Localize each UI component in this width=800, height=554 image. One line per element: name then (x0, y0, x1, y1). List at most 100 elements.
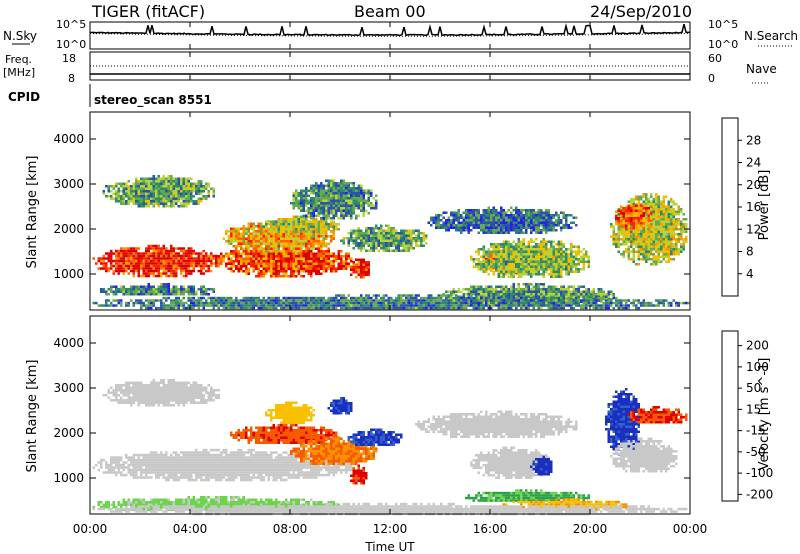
heatmap-cell (247, 245, 250, 248)
heatmap-cell (657, 240, 660, 243)
heatmap-cell (630, 250, 633, 253)
heatmap-cell (277, 232, 280, 235)
heatmap-cell (645, 195, 648, 198)
heatmap-cell (637, 238, 640, 241)
heatmap-cell (142, 185, 145, 188)
heatmap-cell (247, 299, 250, 302)
heatmap-cell (397, 234, 400, 237)
heatmap-cell (672, 213, 675, 216)
heatmap-cell (402, 247, 405, 250)
heatmap-cell (637, 245, 640, 248)
heatmap-cell (97, 259, 100, 263)
heatmap-cell (495, 209, 498, 212)
heatmap-cell (182, 259, 185, 263)
heatmap-cell (552, 250, 555, 253)
heatmap-cell (685, 218, 688, 221)
heatmap-cell (467, 288, 470, 291)
heatmap-cell (167, 190, 170, 193)
heatmap-cell (682, 243, 685, 246)
heatmap-cell (370, 242, 373, 245)
heatmap-cell (562, 224, 565, 227)
heatmap-cell (492, 219, 495, 222)
heatmap-cell (562, 263, 565, 266)
power-heatmap-cells (92, 175, 690, 310)
heatmap-cell (245, 301, 248, 305)
heatmap-cell (307, 255, 310, 258)
heatmap-cell (505, 224, 508, 227)
heatmap-cell (165, 180, 168, 183)
heatmap-cell (482, 260, 485, 263)
heatmap-cell (115, 195, 118, 198)
heatmap-cell (115, 182, 118, 185)
heatmap-cell (182, 252, 185, 255)
heatmap-cell (240, 227, 243, 230)
heatmap-cell (525, 258, 528, 261)
heatmap-cell (570, 263, 573, 266)
heatmap-cell (197, 296, 200, 300)
heatmap-cell (550, 255, 553, 258)
heatmap-cell (507, 243, 510, 246)
heatmap-cell (275, 255, 278, 258)
heatmap-cell (625, 240, 628, 243)
heatmap-cell (120, 185, 123, 188)
heatmap-cell (357, 268, 360, 271)
heatmap-cell (537, 221, 540, 224)
heatmap-cell (532, 285, 535, 288)
heatmap-cell (190, 296, 193, 300)
heatmap-cell (192, 195, 195, 198)
heatmap-cell (310, 240, 313, 243)
heatmap-cell (667, 253, 670, 256)
heatmap-cell (172, 205, 175, 208)
heatmap-cell (250, 304, 253, 307)
heatmap-cell (647, 214, 650, 217)
heatmap-cell (540, 248, 543, 251)
heatmap-cell (420, 239, 423, 242)
heatmap-cell (495, 219, 498, 222)
heatmap-cell (632, 250, 635, 253)
heatmap-cell (527, 248, 530, 251)
heatmap-cell (242, 262, 245, 265)
heatmap-cell (652, 230, 655, 233)
heatmap-cell (517, 258, 520, 261)
heatmap-cell (652, 203, 655, 206)
heatmap-cell (265, 237, 268, 240)
heatmap-cell (350, 234, 353, 237)
heatmap-cell (185, 272, 188, 275)
heatmap-cell (122, 262, 125, 265)
heatmap-cell (512, 226, 515, 229)
heatmap-cell (200, 299, 203, 302)
heatmap-cell (480, 219, 483, 222)
heatmap-cell (657, 213, 660, 216)
heatmap-cell (525, 273, 528, 276)
heatmap-cell (127, 247, 130, 250)
heatmap-cell (660, 248, 663, 251)
heatmap-cell (300, 240, 303, 243)
heatmap-cell (122, 264, 125, 268)
heatmap-cell (540, 253, 543, 256)
heatmap-cell (282, 220, 285, 223)
heatmap-cell (575, 268, 578, 271)
heatmap-cell (255, 275, 258, 278)
heatmap-cell (255, 301, 258, 305)
heatmap-cell (667, 238, 670, 241)
heatmap-cell (120, 301, 123, 305)
heatmap-cell (575, 265, 578, 268)
heatmap-cell (407, 234, 410, 237)
heatmap-cell (235, 301, 238, 305)
heatmap-cell (307, 247, 310, 250)
heatmap-cell (647, 222, 650, 225)
heatmap-cell (345, 255, 348, 258)
heatmap-cell (130, 197, 133, 200)
heatmap-cell (282, 299, 285, 302)
heatmap-cell (310, 230, 313, 233)
heatmap-cell (537, 253, 540, 256)
heatmap-cell (517, 221, 520, 224)
heatmap-cell (295, 257, 298, 260)
heatmap-cell (165, 177, 168, 180)
heatmap-cell (582, 298, 585, 301)
heatmap-cell (442, 293, 445, 296)
heatmap-cell (360, 232, 363, 235)
heatmap-cell (395, 232, 398, 235)
heatmap-cell (550, 258, 553, 261)
heatmap-cell (440, 219, 443, 222)
